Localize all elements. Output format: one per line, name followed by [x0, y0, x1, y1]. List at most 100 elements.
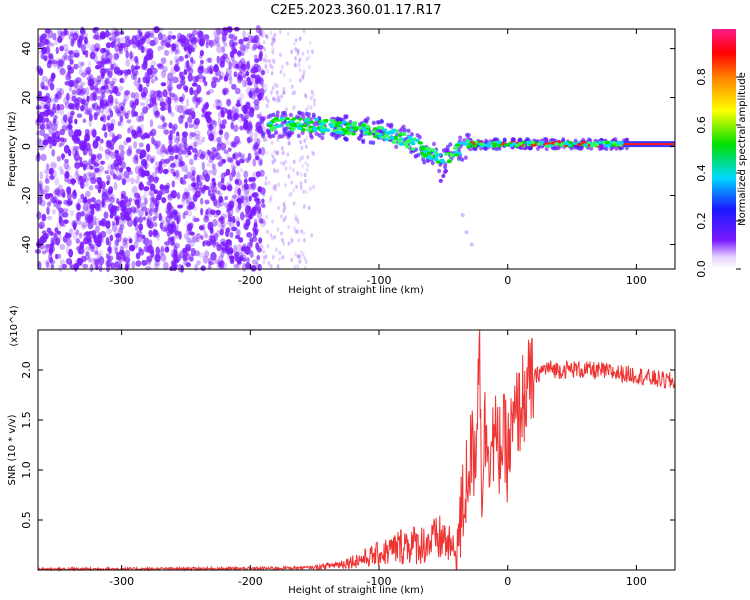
signal-halo: [409, 132, 414, 137]
noise-speckle: [55, 87, 62, 93]
noise-speckle: [271, 39, 275, 44]
noise-speckle: [140, 94, 146, 100]
noise-speckle: [111, 133, 116, 142]
noise-speckle: [157, 124, 164, 129]
noise-speckle: [118, 158, 123, 166]
noise-speckle: [89, 51, 96, 60]
noise-speckle: [98, 263, 103, 273]
noise-speckle: [264, 83, 268, 89]
noise-speckle: [218, 129, 224, 136]
noise-speckle: [231, 140, 236, 149]
noise-speckle: [168, 80, 173, 85]
noise-speckle: [133, 216, 140, 224]
signal-core: [465, 139, 471, 143]
noise-speckle: [40, 153, 47, 162]
noise-speckle: [178, 55, 184, 62]
noise-speckle: [109, 213, 114, 219]
noise-speckle: [272, 36, 275, 41]
noise-speckle: [211, 163, 216, 169]
noise-speckle: [41, 250, 47, 255]
noise-speckle: [259, 159, 263, 166]
noise-speckle: [185, 98, 190, 107]
noise-speckle: [207, 187, 211, 193]
x-tick-label: -300: [109, 575, 134, 588]
noise-speckle: [263, 204, 267, 209]
noise-speckle: [191, 233, 196, 242]
noise-speckle: [298, 78, 302, 83]
noise-speckle: [306, 154, 310, 160]
noise-speckle: [200, 197, 204, 205]
noise-speckle: [95, 95, 102, 101]
noise-speckle: [266, 69, 270, 74]
noise-speckle: [68, 122, 72, 130]
noise-speckle: [132, 155, 139, 165]
noise-speckle: [194, 130, 201, 137]
signal-core: [406, 139, 412, 144]
spectrogram-x-ticks: -300 -200 -100 0 100: [109, 29, 647, 287]
signal-core: [302, 124, 308, 128]
noise-speckle: [76, 113, 83, 119]
colorbar: 0.00.20.40.60.8 Normalized spectral ampl…: [695, 29, 748, 278]
noise-speckle: [94, 64, 101, 70]
noise-speckle: [228, 201, 232, 211]
noise-speckle: [220, 123, 226, 129]
signal-halo: [261, 134, 266, 139]
noise-speckle: [260, 146, 266, 156]
noise-speckle: [189, 231, 195, 236]
noise-speckle: [126, 119, 132, 124]
noise-speckle: [214, 78, 221, 83]
noise-speckle: [85, 142, 91, 152]
noise-speckle: [59, 244, 66, 250]
signal-halo: [575, 145, 580, 151]
noise-speckle: [264, 176, 268, 181]
noise-speckle: [105, 68, 111, 76]
noise-speckle: [279, 69, 283, 75]
noise-speckle: [123, 170, 130, 179]
noise-speckle: [305, 189, 308, 195]
noise-speckle: [196, 156, 201, 161]
noise-speckle: [140, 91, 147, 98]
noise-speckle: [285, 107, 288, 112]
noise-speckle: [128, 238, 133, 244]
noise-speckle: [222, 87, 229, 94]
noise-speckle: [246, 231, 253, 238]
noise-speckle: [181, 131, 188, 138]
noise-speckle: [108, 151, 114, 157]
signal-halo: [300, 130, 305, 136]
noise-speckle: [211, 195, 216, 201]
noise-speckle: [184, 151, 190, 159]
noise-speckle: [141, 206, 148, 212]
noise-speckle: [235, 159, 239, 165]
snr-frame: [37, 329, 676, 571]
noise-speckle: [77, 198, 83, 204]
noise-speckle: [238, 237, 244, 243]
noise-speckle: [68, 84, 73, 92]
noise-speckle: [39, 128, 46, 137]
noise-speckle: [72, 132, 77, 137]
noise-speckle: [190, 166, 197, 175]
noise-speckle: [216, 55, 220, 64]
noise-speckle: [52, 59, 58, 68]
noise-speckle: [176, 131, 180, 137]
noise-speckle: [106, 177, 111, 184]
noise-speckle: [261, 96, 265, 102]
signal-halo: [604, 146, 609, 152]
noise-speckle: [103, 87, 110, 94]
noise-speckle: [75, 29, 80, 38]
noise-speckle: [45, 83, 50, 91]
noise-speckle: [67, 179, 73, 185]
noise-speckle: [48, 42, 55, 47]
noise-speckle: [119, 78, 123, 84]
noise-speckle: [293, 90, 296, 95]
noise-speckle: [147, 221, 154, 229]
noise-speckle: [246, 42, 250, 50]
noise-speckle: [230, 43, 237, 52]
noise-speckle: [69, 32, 74, 37]
noise-speckle: [46, 120, 53, 129]
noise-speckle: [55, 46, 59, 55]
noise-speckle: [125, 254, 131, 263]
noise-speckle: [280, 214, 283, 219]
noise-speckle: [237, 71, 243, 78]
noise-speckle: [178, 96, 184, 103]
noise-speckle: [145, 34, 150, 39]
